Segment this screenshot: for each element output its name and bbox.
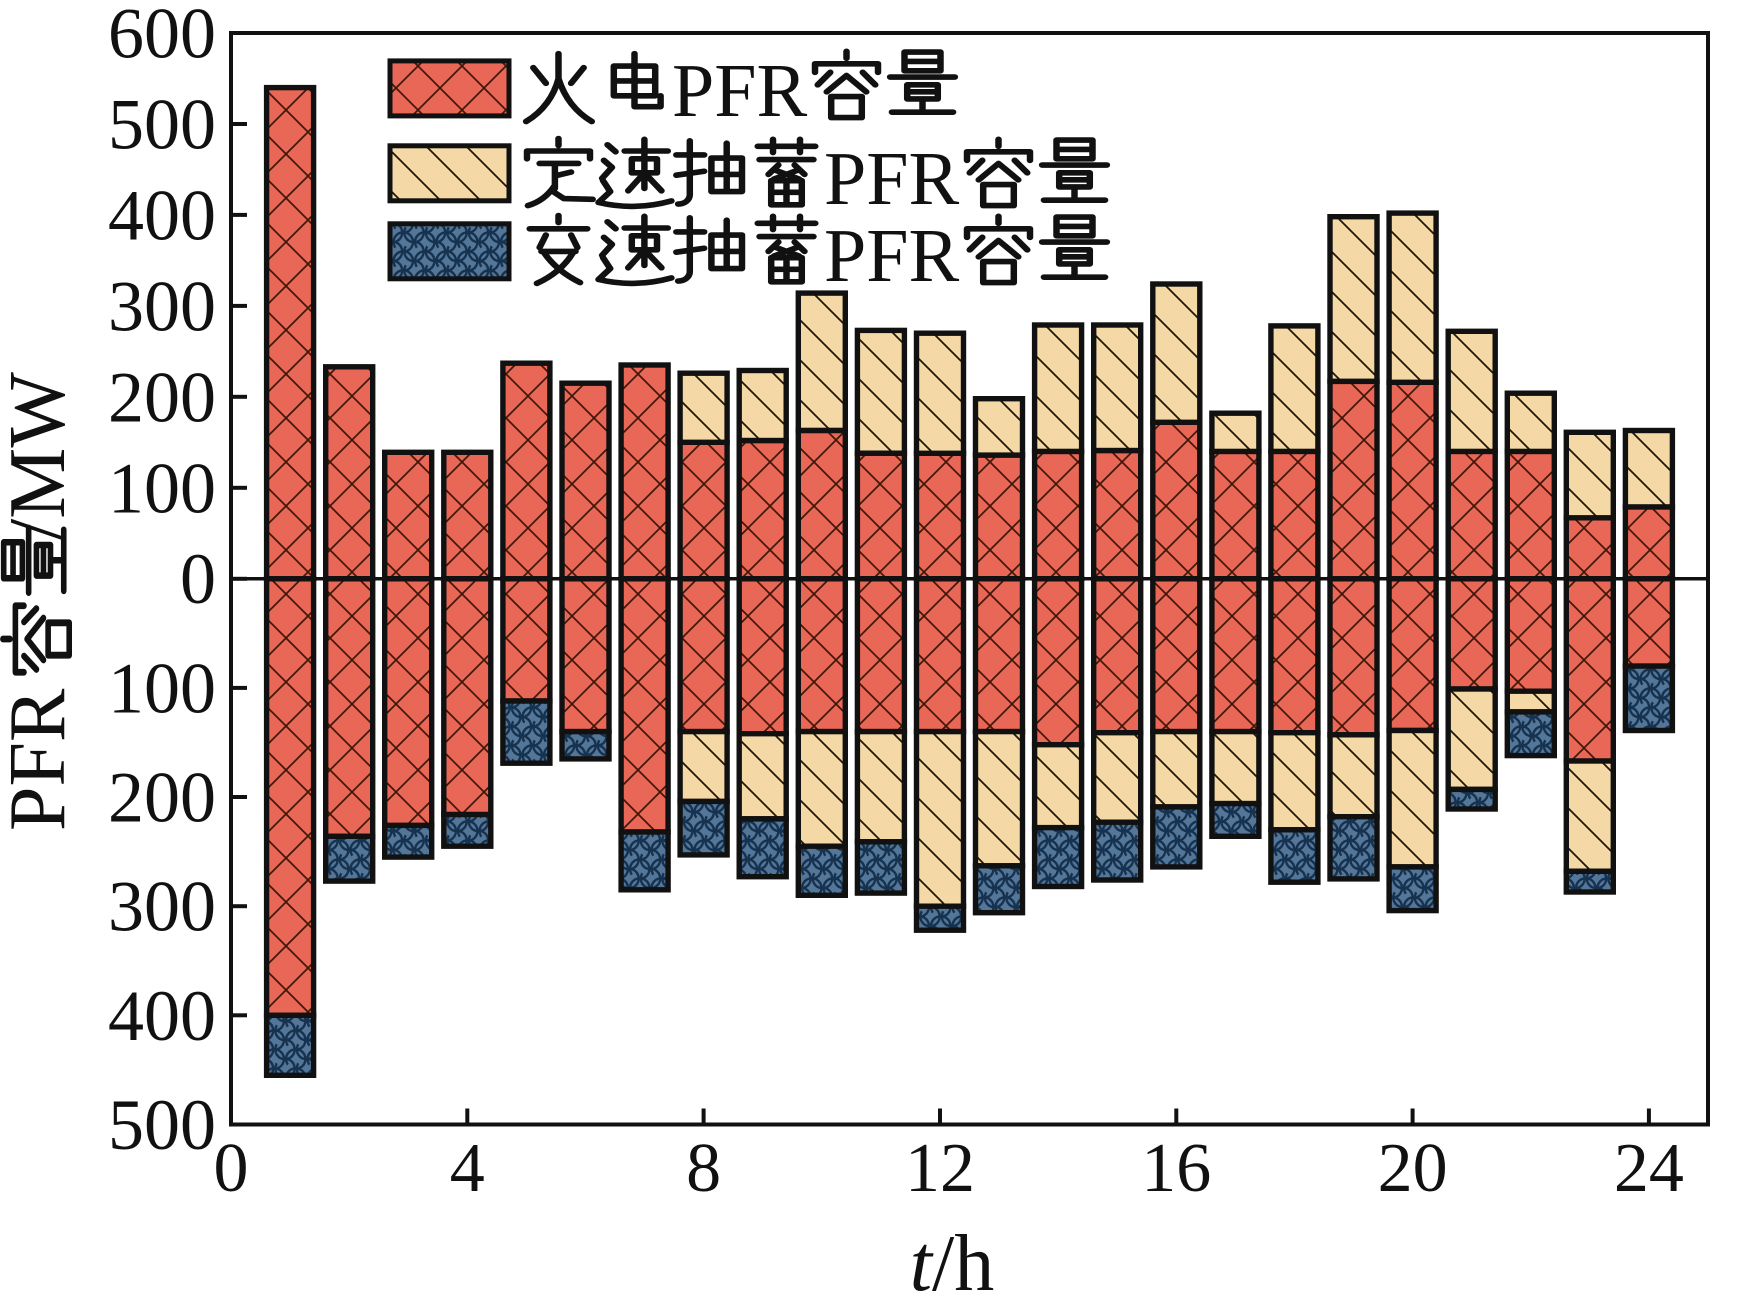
svg-text:500: 500 (108, 85, 216, 165)
svg-text:t/h: t/h (910, 1220, 994, 1294)
svg-text:400: 400 (108, 175, 216, 255)
svg-text:PFR: PFR (0, 688, 82, 831)
svg-text:PFR: PFR (824, 214, 960, 298)
svg-text:100: 100 (108, 448, 216, 528)
svg-text:400: 400 (108, 976, 216, 1056)
svg-text:100: 100 (108, 648, 216, 728)
svg-text:16: 16 (1141, 1130, 1211, 1207)
svg-text:8: 8 (686, 1130, 721, 1207)
svg-text:24: 24 (1614, 1130, 1684, 1207)
svg-text:/MW: /MW (0, 372, 82, 541)
svg-text:500: 500 (108, 1085, 216, 1165)
svg-text:0: 0 (214, 1130, 249, 1207)
svg-text:4: 4 (450, 1130, 485, 1207)
svg-text:0: 0 (180, 539, 216, 619)
svg-text:12: 12 (905, 1130, 975, 1207)
svg-text:20: 20 (1378, 1130, 1448, 1207)
svg-text:PFR: PFR (824, 137, 960, 221)
svg-text:200: 200 (108, 758, 216, 838)
svg-text:200: 200 (108, 357, 216, 437)
svg-text:300: 300 (108, 266, 216, 346)
svg-text:PFR: PFR (672, 49, 808, 133)
svg-text:300: 300 (108, 867, 216, 947)
svg-text:600: 600 (108, 0, 216, 74)
